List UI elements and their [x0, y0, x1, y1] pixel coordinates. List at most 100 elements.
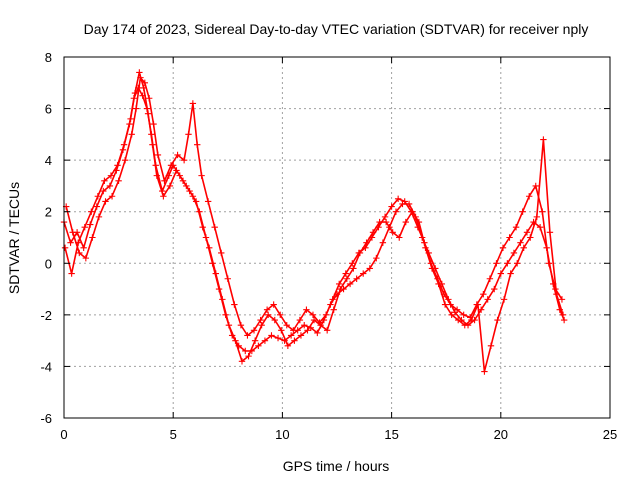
data-point-marker: [81, 223, 88, 231]
data-point-marker: [270, 301, 277, 308]
data-point-marker: [238, 358, 246, 365]
data-point-marker: [160, 193, 167, 200]
data-point-marker: [189, 100, 197, 107]
data-point-marker: [539, 208, 546, 215]
data-point-marker: [536, 223, 544, 231]
data-point-marker: [255, 342, 262, 349]
data-point-marker: [244, 332, 251, 339]
data-point-marker: [94, 193, 102, 200]
data-point-marker: [76, 249, 83, 257]
data-point-marker: [388, 203, 395, 210]
y-axis-label: SDTVAR / TECUs: [6, 182, 22, 294]
data-point-marker: [513, 260, 521, 267]
data-point-marker: [250, 327, 258, 334]
data-point-marker: [80, 244, 87, 252]
data-point-marker: [389, 229, 396, 236]
data-point-marker: [382, 218, 390, 226]
y-tick-label: -6: [40, 411, 52, 426]
data-point-marker: [115, 177, 122, 184]
data-point-marker: [290, 327, 297, 334]
data-point-marker: [225, 321, 233, 329]
series-line: [64, 71, 564, 373]
data-point-marker: [89, 234, 96, 241]
data-point-marker: [128, 131, 135, 138]
data-point-marker: [484, 296, 491, 303]
data-point-marker: [144, 110, 152, 117]
data-point-marker: [303, 306, 310, 313]
data-point-marker: [198, 172, 205, 179]
data-point-marker: [87, 221, 94, 228]
data-point-marker: [154, 151, 162, 159]
data-point-marker: [304, 327, 311, 334]
data-point-marker: [481, 368, 488, 375]
data-point-marker: [460, 311, 467, 319]
y-tick-label: 8: [45, 50, 52, 65]
data-point-marker: [353, 275, 360, 282]
data-point-marker: [480, 291, 487, 298]
data-point-marker: [218, 249, 225, 257]
data-point-marker: [453, 306, 461, 313]
data-point-marker: [337, 285, 344, 293]
data-point-marker: [136, 69, 143, 76]
data-point-marker: [186, 187, 193, 195]
y-tick-label: -4: [40, 359, 52, 374]
data-point-marker: [120, 141, 128, 148]
chart-title: Day 174 of 2023, Sidereal Day-to-day VTE…: [84, 21, 589, 37]
data-point-marker: [520, 244, 527, 252]
data-point-marker: [180, 156, 188, 164]
data-point-marker: [224, 275, 231, 282]
grid-layer: [64, 57, 610, 418]
data-point-marker: [435, 280, 442, 288]
data-point-marker: [559, 311, 567, 319]
data-point-marker: [277, 311, 284, 319]
data-point-marker: [468, 316, 475, 324]
data-point-marker: [366, 265, 373, 272]
x-tick-label: 20: [494, 427, 508, 442]
data-point-marker: [486, 275, 494, 282]
data-point-marker: [507, 270, 514, 277]
data-point-marker: [237, 321, 245, 329]
data-point-marker: [342, 270, 349, 277]
data-point-marker: [455, 316, 462, 324]
data-point-marker: [212, 270, 219, 277]
data-point-marker: [376, 218, 383, 226]
data-point-marker: [251, 337, 259, 344]
data-point-marker: [540, 136, 547, 143]
data-point-marker: [553, 291, 560, 298]
series-layer: [60, 69, 568, 375]
data-point-marker: [102, 198, 109, 205]
data-point-marker: [278, 327, 285, 334]
data-point-marker: [82, 254, 90, 262]
data-point-marker: [558, 296, 566, 303]
series-track-b: [62, 74, 566, 339]
data-point-marker: [504, 260, 511, 267]
data-point-marker: [343, 275, 351, 282]
data-point-marker: [381, 213, 389, 221]
y-tick-label: 0: [45, 256, 52, 271]
data-point-marker: [74, 239, 82, 246]
data-point-marker: [131, 89, 139, 97]
data-point-marker: [257, 316, 264, 324]
data-point-marker: [140, 84, 147, 92]
y-tick-label: 2: [45, 205, 52, 220]
x-tick-label: 15: [384, 427, 398, 442]
data-point-marker: [369, 229, 377, 236]
data-point-marker: [349, 260, 356, 267]
data-point-marker: [335, 280, 343, 288]
data-point-marker: [121, 156, 129, 164]
data-point-marker: [296, 316, 304, 324]
data-point-marker: [101, 177, 108, 184]
data-point-marker: [173, 167, 180, 174]
data-point-marker: [127, 115, 134, 123]
data-point-marker: [219, 296, 226, 303]
data-point-marker: [448, 311, 455, 319]
data-point-marker: [108, 193, 116, 200]
data-point-marker: [95, 213, 103, 221]
data-point-marker: [192, 198, 200, 205]
data-point-marker: [474, 301, 482, 308]
series-track-a: [60, 84, 568, 355]
data-point-marker: [494, 316, 501, 324]
data-point-marker: [363, 239, 370, 246]
data-point-marker: [150, 120, 157, 128]
data-point-marker: [174, 151, 181, 159]
